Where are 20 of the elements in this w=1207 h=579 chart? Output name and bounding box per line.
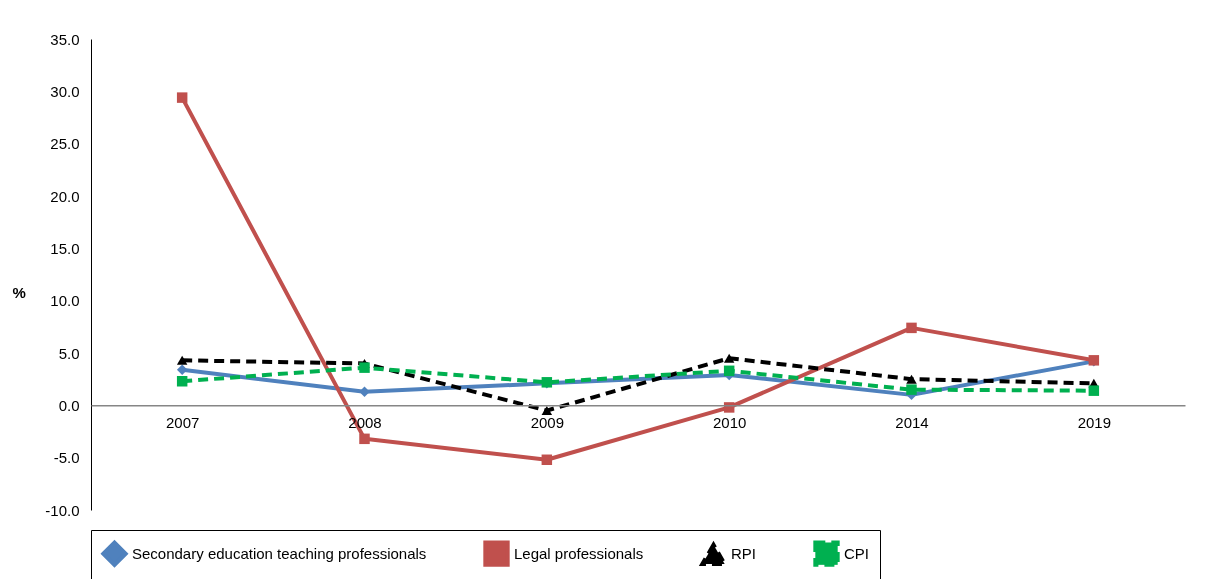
x-tick-label: 2019 — [1077, 413, 1112, 431]
x-tick-label: 2007 — [165, 413, 200, 431]
legend-label: Secondary education teaching professionals — [132, 544, 427, 562]
y-tick-label: -10.0 — [45, 501, 80, 519]
legend-label: RPI — [731, 545, 757, 563]
y-tick-label: 5.0 — [58, 344, 80, 362]
y-tick-label: 15.0 — [50, 239, 80, 257]
x-tick-label: 2010 — [712, 413, 747, 431]
y-tick-label: -5.0 — [53, 449, 80, 467]
legend-label: Legal professionals — [514, 544, 644, 562]
x-tick-label: 2014 — [895, 413, 929, 431]
y-tick-label: 10.0 — [50, 292, 80, 310]
y-axis-title: % — [12, 284, 26, 302]
x-tick-label: 2009 — [530, 413, 565, 431]
y-tick-label: 30.0 — [50, 82, 80, 100]
y-tick-label: 25.0 — [50, 135, 80, 153]
legend-label: CPI — [844, 544, 870, 562]
y-tick-label: 20.0 — [50, 187, 80, 205]
y-tick-label: 0.0 — [58, 396, 80, 414]
y-tick-label: 35.0 — [50, 30, 80, 48]
